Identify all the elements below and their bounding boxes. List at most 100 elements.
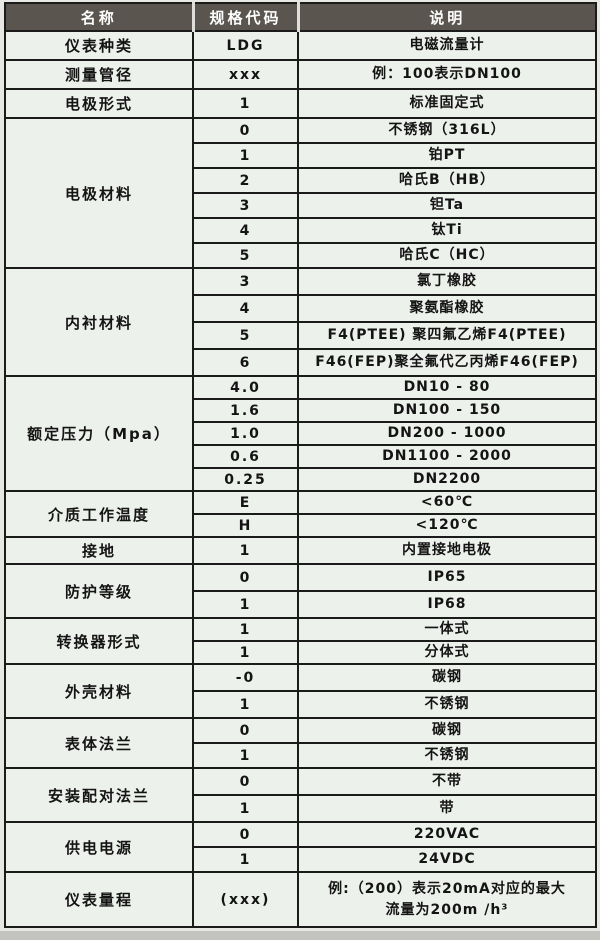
row-group-name: 供电电源 xyxy=(4,821,194,873)
description-cell: 分体式 xyxy=(297,640,597,665)
table-row: 1.6 DN100 - 150 xyxy=(5,398,597,423)
spec-code-cell: 1 xyxy=(192,88,299,119)
spec-code-cell: 0.25 xyxy=(192,467,299,492)
row-group-name: 防护等级 xyxy=(4,563,194,619)
spec-code-cell: 1 xyxy=(192,690,299,719)
description-cell: 不带 xyxy=(297,767,597,796)
row-group-name: 安装配对法兰 xyxy=(4,767,194,823)
table-row: 防护等级 0 IP65 xyxy=(4,563,597,619)
description-cell: 钛Ti xyxy=(297,217,597,244)
spec-code-cell: LDG xyxy=(192,30,299,61)
table-row: 0.25 DN2200 xyxy=(5,467,597,492)
description-cell: 聚氨酯橡胶 xyxy=(297,294,597,323)
header-row: 名称 规格代码 说明 xyxy=(4,2,597,32)
spec-code-cell: 3 xyxy=(192,267,299,296)
table-row: 供电电源 0 220VAC xyxy=(4,821,597,873)
spec-code-cell: 1 xyxy=(192,590,299,619)
table-row: 安装配对法兰 0 不带 xyxy=(4,767,597,823)
table-row: H <120℃ xyxy=(5,513,597,538)
table-row: 1 IP68 xyxy=(5,590,597,619)
description-cell: 带 xyxy=(297,794,597,823)
spec-code-cell: 1.6 xyxy=(192,398,299,423)
table-row: 0.6 DN1100 - 2000 xyxy=(5,444,597,469)
description-cell: DN10 - 80 xyxy=(297,375,597,400)
spec-code-cell: 4 xyxy=(192,217,299,244)
spec-code-cell: 4.0 xyxy=(192,375,299,400)
description-cell: DN200 - 1000 xyxy=(297,421,597,446)
header-cell-code: 规格代码 xyxy=(191,2,299,32)
table-row: 仪表量程 (xxx) 例:（200）表示20mA对应的最大 流量为200m /h³ xyxy=(4,871,597,928)
spec-code-cell: 0 xyxy=(192,117,299,144)
description-cell: F4(PTEE) 聚四氟乙烯F4(PTEE) xyxy=(297,321,597,350)
spec-code-cell: 1 xyxy=(192,742,299,769)
table-row: 测量管径 xxx 例：100表示DN100 xyxy=(4,59,597,90)
spec-code-cell: 5 xyxy=(192,321,299,350)
row-group-name: 仪表量程 xyxy=(4,871,194,928)
table-row: 1 分体式 xyxy=(5,640,597,665)
row-group-name: 介质工作温度 xyxy=(4,490,194,538)
description-cell: 24VDC xyxy=(297,846,597,873)
row-group-name: 仪表种类 xyxy=(4,30,194,61)
spec-code-cell: 3 xyxy=(192,192,299,219)
row-group-name: 测量管径 xyxy=(4,59,194,90)
spec-code-cell: 5 xyxy=(192,242,299,269)
row-group-name: 电极材料 xyxy=(4,117,194,269)
spec-code-cell: 0 xyxy=(192,767,299,796)
spec-code-cell: 1 xyxy=(192,536,299,565)
description-cell: <120℃ xyxy=(297,513,597,538)
description-cell: IP68 xyxy=(297,590,597,619)
row-group-name: 表体法兰 xyxy=(4,717,194,769)
header-cell-name: 名称 xyxy=(4,2,194,32)
spec-code-cell: xxx xyxy=(192,59,299,90)
spec-code-cell: 0.6 xyxy=(192,444,299,469)
description-cell: DN1100 - 2000 xyxy=(297,444,597,469)
table-row: 1.0 DN200 - 1000 xyxy=(5,421,597,446)
row-group-name: 额定压力（Mpa） xyxy=(4,375,194,492)
description-cell: 一体式 xyxy=(297,617,597,642)
description-cell: IP65 xyxy=(297,563,597,592)
row-group-name: 外壳材料 xyxy=(4,663,194,719)
description-cell: 碳钢 xyxy=(297,717,597,744)
description-cell: 220VAC xyxy=(297,821,597,848)
table-row: 6 F46(FEP)聚全氟代乙丙烯F46(FEP) xyxy=(5,348,597,377)
spec-code-cell: 6 xyxy=(192,348,299,377)
table-row: 5 哈氏C（HC） xyxy=(5,242,597,269)
description-cell: 例:（200）表示20mA对应的最大 流量为200m /h³ xyxy=(297,871,597,928)
spec-code-cell: 2 xyxy=(192,167,299,194)
table-row: 表体法兰 0 碳钢 xyxy=(4,717,597,769)
table-row: 电极材料 0 不锈钢（316L） xyxy=(4,117,597,269)
spec-table: 名称 规格代码 说明 仪表种类 LDG 电磁流量计 测量管径 xxx 例：100表示DN1… xyxy=(4,2,597,928)
spec-code-cell: H xyxy=(192,513,299,538)
description-cell: <60℃ xyxy=(297,490,597,515)
row-group-name: 接地 xyxy=(4,536,194,565)
description-cell: F46(FEP)聚全氟代乙丙烯F46(FEP) xyxy=(297,348,597,377)
row-group-name: 电极形式 xyxy=(4,88,194,119)
table-row: 4 钛Ti xyxy=(5,217,597,244)
table-row: 1 不锈钢 xyxy=(5,690,597,719)
table-row: 介质工作温度 E <60℃ xyxy=(4,490,597,538)
description-cell: 铂PT xyxy=(297,142,597,169)
description-cell: 钽Ta xyxy=(297,192,597,219)
bottom-strip xyxy=(0,931,600,940)
table-row: 4 聚氨酯橡胶 xyxy=(5,294,597,323)
table-row: 2 哈氏B（HB） xyxy=(5,167,597,194)
description-cell: 哈氏B（HB） xyxy=(297,167,597,194)
table-row: 内衬材料 3 氯丁橡胶 xyxy=(4,267,597,377)
description-cell: DN100 - 150 xyxy=(297,398,597,423)
table-row: 额定压力（Mpa） 4.0 DN10 - 80 xyxy=(4,375,597,492)
table-row: 5 F4(PTEE) 聚四氟乙烯F4(PTEE) xyxy=(5,321,597,350)
description-cell: 哈氏C（HC） xyxy=(297,242,597,269)
spec-code-cell: -0 xyxy=(192,663,299,692)
table-row: 3 钽Ta xyxy=(5,192,597,219)
spec-code-cell: 4 xyxy=(192,294,299,323)
description-cell: 标准固定式 xyxy=(297,88,597,119)
description-cell: 不锈钢（316L） xyxy=(297,117,597,144)
description-cell: 碳钢 xyxy=(297,663,597,692)
spec-code-cell: (xxx) xyxy=(192,871,299,928)
table-row: 1 铂PT xyxy=(5,142,597,169)
table-row: 1 24VDC xyxy=(5,846,597,873)
spec-code-cell: 1 xyxy=(192,640,299,665)
description-cell: 内置接地电极 xyxy=(297,536,597,565)
